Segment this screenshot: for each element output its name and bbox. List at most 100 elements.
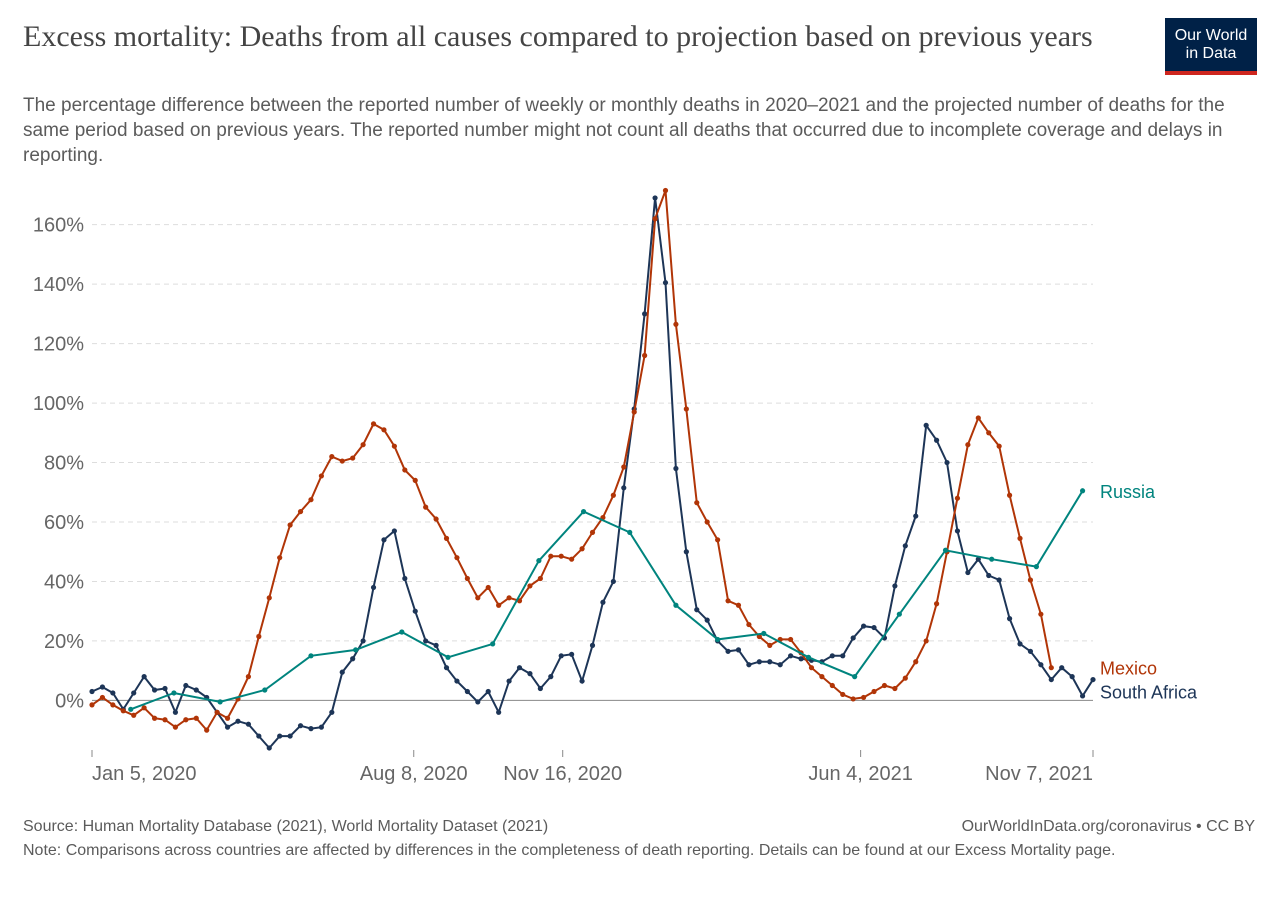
data-point bbox=[840, 653, 846, 659]
data-point bbox=[329, 453, 335, 460]
data-point bbox=[485, 688, 491, 695]
y-tick-label: 160% bbox=[33, 215, 84, 237]
data-point bbox=[339, 458, 345, 464]
data-point bbox=[996, 443, 1002, 449]
data-point bbox=[986, 430, 992, 436]
data-point bbox=[454, 678, 460, 684]
data-point bbox=[1038, 662, 1044, 668]
data-point bbox=[652, 216, 658, 222]
data-point bbox=[224, 715, 231, 721]
data-point bbox=[808, 665, 815, 671]
data-point bbox=[673, 321, 679, 327]
data-point bbox=[746, 621, 752, 628]
data-point bbox=[350, 656, 356, 662]
data-point bbox=[735, 647, 742, 653]
data-point bbox=[621, 464, 627, 470]
data-point bbox=[673, 602, 679, 608]
data-point bbox=[308, 726, 314, 732]
data-point bbox=[1079, 693, 1086, 699]
data-point bbox=[433, 642, 439, 648]
data-point bbox=[662, 280, 669, 286]
data-point bbox=[339, 669, 345, 675]
data-point bbox=[443, 665, 450, 671]
data-point bbox=[881, 682, 888, 689]
data-point bbox=[183, 682, 189, 689]
data-point bbox=[360, 442, 366, 448]
logo[interactable]: Our World in Data bbox=[1165, 18, 1257, 75]
data-point bbox=[861, 694, 867, 701]
data-point bbox=[558, 653, 564, 659]
data-point bbox=[308, 497, 314, 503]
data-point bbox=[942, 547, 949, 553]
data-point bbox=[704, 617, 710, 623]
data-point bbox=[445, 654, 451, 660]
data-point bbox=[819, 674, 825, 680]
data-point bbox=[735, 602, 742, 608]
logo-line: Our World bbox=[1174, 27, 1248, 44]
data-point bbox=[548, 674, 554, 680]
data-point bbox=[537, 685, 543, 692]
data-point bbox=[412, 477, 418, 483]
data-point bbox=[996, 577, 1002, 583]
data-point bbox=[318, 724, 324, 730]
data-point bbox=[788, 653, 794, 659]
data-point bbox=[516, 665, 523, 671]
data-point bbox=[475, 699, 481, 705]
data-point bbox=[627, 529, 633, 536]
data-point bbox=[1038, 611, 1044, 617]
data-point bbox=[412, 608, 418, 614]
data-point bbox=[652, 195, 658, 201]
data-point bbox=[892, 583, 898, 589]
data-point bbox=[350, 455, 356, 461]
data-point bbox=[933, 601, 940, 607]
data-point bbox=[496, 709, 502, 715]
data-point bbox=[725, 598, 731, 604]
data-point bbox=[172, 709, 179, 715]
data-point bbox=[610, 492, 616, 498]
data-point bbox=[913, 513, 919, 519]
data-point bbox=[761, 630, 767, 637]
x-tick-label: Aug 8, 2020 bbox=[360, 763, 468, 785]
y-tick-label: 140% bbox=[33, 274, 84, 296]
y-tick-label: 80% bbox=[44, 453, 84, 475]
data-point bbox=[569, 651, 575, 657]
legend-label: Russia bbox=[1100, 482, 1156, 502]
series-line bbox=[130, 490, 1084, 711]
data-point bbox=[788, 636, 794, 643]
data-point bbox=[162, 717, 168, 723]
data-point bbox=[954, 528, 961, 534]
data-point bbox=[99, 694, 106, 701]
data-point bbox=[1069, 674, 1075, 680]
data-point bbox=[141, 674, 147, 680]
data-point bbox=[399, 629, 405, 635]
data-point bbox=[402, 467, 408, 473]
data-point bbox=[579, 678, 585, 684]
credit: OurWorldInData.org/coronavirus • CC BY bbox=[961, 818, 1255, 835]
y-tick-label: 120% bbox=[33, 334, 84, 356]
data-point bbox=[527, 583, 533, 589]
data-point bbox=[621, 485, 627, 491]
data-point bbox=[725, 648, 731, 654]
data-point bbox=[256, 633, 262, 640]
legend-label: South Africa bbox=[1100, 683, 1198, 703]
data-point bbox=[128, 706, 134, 712]
data-point bbox=[262, 687, 268, 693]
data-point bbox=[642, 352, 648, 359]
data-point bbox=[329, 709, 335, 715]
data-point bbox=[475, 595, 481, 601]
data-point bbox=[892, 685, 898, 692]
data-point bbox=[266, 595, 272, 601]
data-point bbox=[162, 685, 168, 692]
data-point bbox=[871, 688, 877, 695]
data-point bbox=[829, 653, 835, 659]
data-point bbox=[224, 724, 231, 730]
logo-line: in Data bbox=[1185, 45, 1237, 62]
data-point bbox=[1017, 535, 1023, 541]
source: Source: Human Mortality Database (2021),… bbox=[23, 818, 549, 835]
data-point bbox=[266, 745, 272, 751]
data-point bbox=[850, 635, 856, 641]
data-point bbox=[923, 638, 929, 644]
data-point bbox=[131, 712, 137, 718]
data-point bbox=[506, 595, 512, 601]
